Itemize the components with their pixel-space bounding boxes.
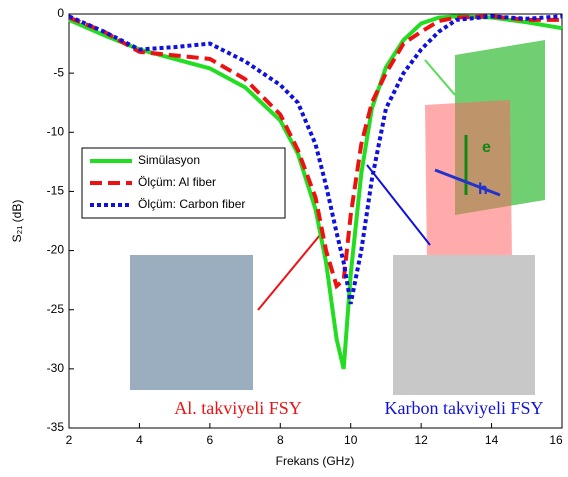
h-label: h [478, 181, 488, 198]
y-tick-label: -35 [47, 420, 65, 434]
inset: e h [424, 40, 545, 262]
x-axis-label: Frekans (GHz) [276, 454, 355, 468]
legend-label: Simülasyon [138, 153, 200, 167]
carbon-label: Karbon takviyeli FSY [385, 398, 544, 418]
y-axis-label: S₂₁ (dB) [10, 200, 24, 243]
red-arrow [257, 234, 321, 311]
x-tick-label: 2 [66, 433, 73, 447]
legend-label: Ölçüm: Al fiber [138, 175, 216, 189]
e-label: e [482, 139, 491, 156]
x-tick-label: 16 [549, 433, 563, 447]
x-tick-label: 10 [344, 433, 358, 447]
blue-arrow [366, 164, 431, 246]
al-label: Al. takviyeli FSY [174, 398, 302, 418]
y-tick-label: -25 [47, 302, 65, 316]
x-tick-label: 6 [207, 433, 214, 447]
y-tick-label: -5 [53, 65, 64, 79]
h-arrow [434, 168, 501, 197]
y-tick-label: -10 [47, 124, 65, 138]
x-tick-label: 4 [136, 433, 143, 447]
x-tick-label: 8 [277, 433, 284, 447]
series-line [68, 14, 562, 290]
legend-label: Ölçüm: Carbon fiber [138, 197, 245, 211]
red-panel [425, 100, 512, 262]
x-tick-label: 12 [414, 433, 428, 447]
green-arrow [424, 59, 456, 96]
series-line [68, 14, 563, 305]
y-tick-label: -30 [47, 361, 65, 375]
series-line [68, 14, 563, 370]
carbon-photo [393, 255, 535, 395]
al-photo [130, 255, 253, 390]
y-tick-label: -20 [47, 243, 65, 257]
y-tick-label: -15 [47, 184, 65, 198]
x-tick-label: 14 [485, 433, 499, 447]
y-tick-label: 0 [57, 6, 64, 20]
